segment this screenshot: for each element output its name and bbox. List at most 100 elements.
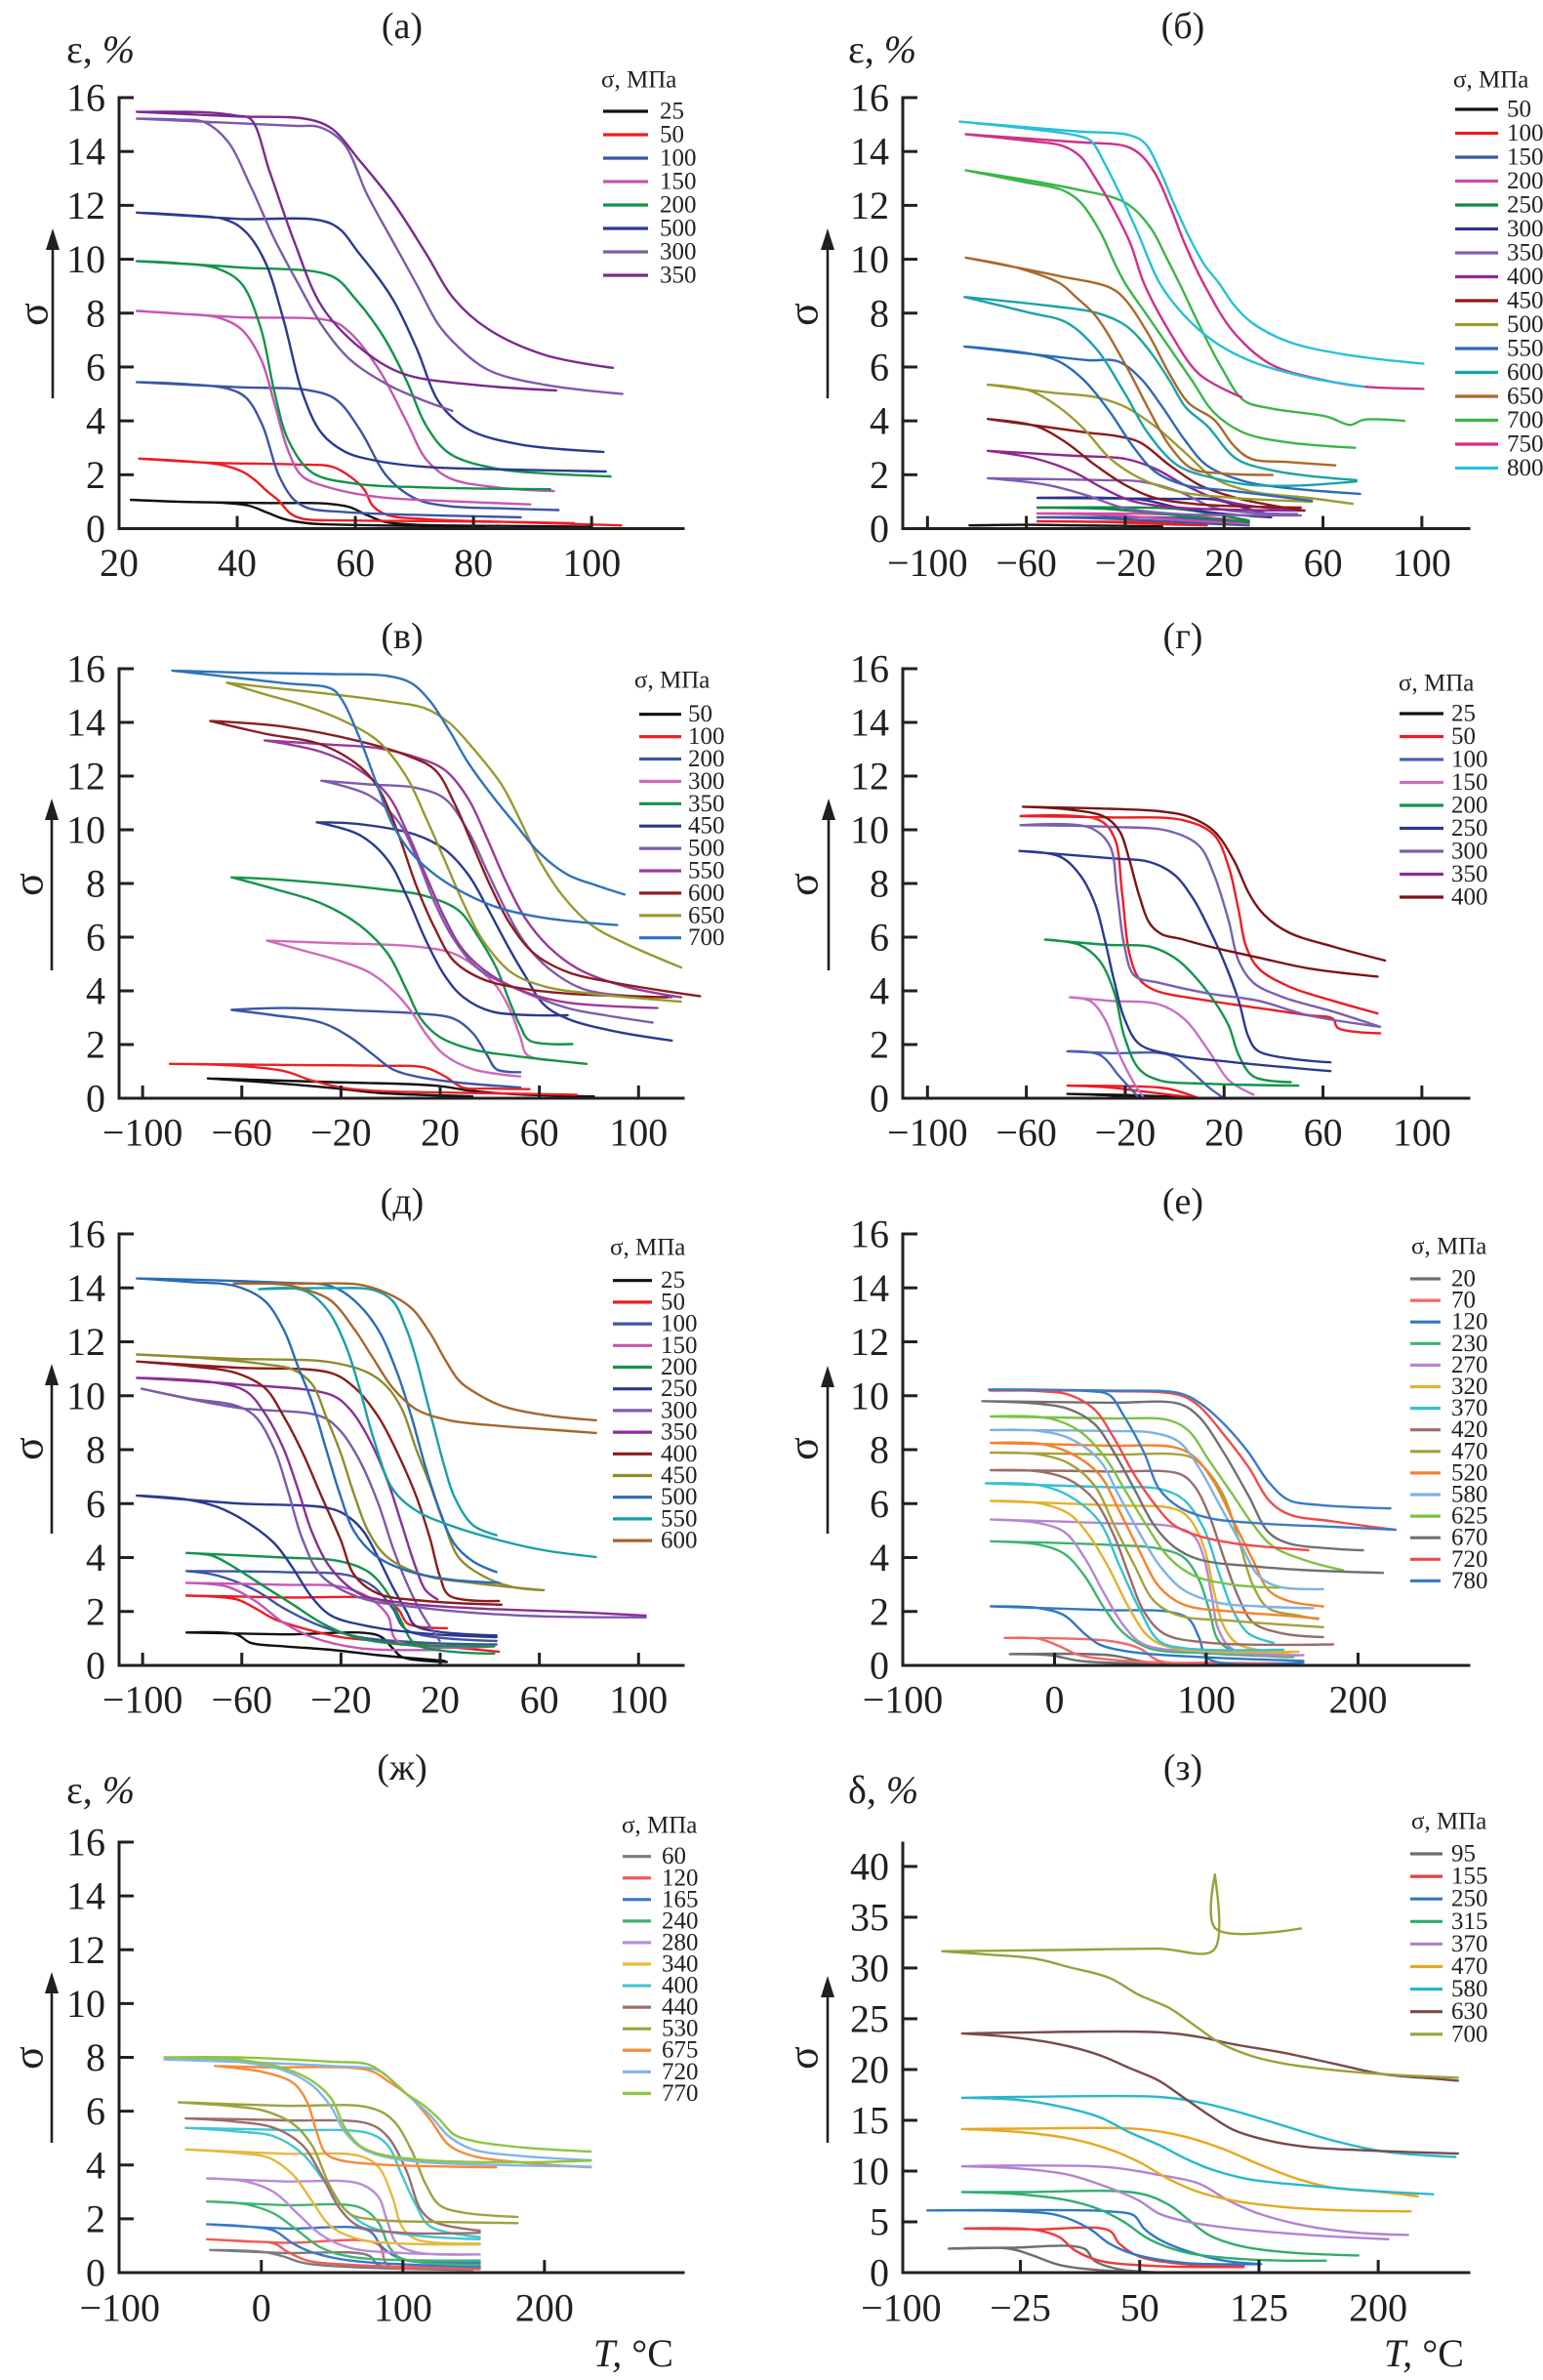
series-line-450MPa bbox=[315, 821, 673, 1043]
y-tick-label: 30 bbox=[850, 1946, 889, 1990]
legend-item: 300 bbox=[1455, 216, 1543, 242]
series-group bbox=[958, 120, 1425, 528]
legend-label: 350 bbox=[688, 791, 725, 817]
y-tick-label: 6 bbox=[870, 1482, 889, 1526]
y-tick-label: 5 bbox=[870, 2199, 889, 2243]
series-line-600MPa bbox=[209, 719, 702, 999]
series-line-240MPa bbox=[205, 2200, 481, 2267]
legend-label: 700 bbox=[1507, 407, 1543, 433]
legend-item: 770 bbox=[623, 2080, 699, 2107]
x-tick-label: 0 bbox=[1044, 1678, 1064, 1722]
legend-label: 350 bbox=[660, 263, 697, 289]
stress-direction-arrow-icon bbox=[45, 799, 59, 970]
arrow-head bbox=[45, 1972, 59, 1993]
stress-direction-arrow-icon bbox=[821, 1976, 834, 2143]
stress-direction-arrow-icon bbox=[46, 228, 60, 398]
legend-label: 50 bbox=[1507, 97, 1531, 123]
legend-label: 340 bbox=[662, 1951, 699, 1978]
legend-item: 720 bbox=[1410, 1546, 1488, 1573]
legend-item: 150 bbox=[603, 169, 697, 195]
legend-item: 250 bbox=[1455, 192, 1543, 219]
stress-direction-arrow-icon bbox=[822, 799, 835, 970]
legend-item: 165 bbox=[623, 1886, 699, 1912]
series-group bbox=[129, 110, 624, 528]
y-tick-label: 14 bbox=[66, 701, 105, 745]
y-tick-label: 14 bbox=[850, 701, 889, 745]
legend-label: 150 bbox=[1451, 769, 1488, 796]
legend-label: 450 bbox=[688, 813, 725, 840]
legend-item: 500 bbox=[639, 836, 725, 862]
x-tick-label: 20 bbox=[421, 1111, 460, 1155]
series-group bbox=[136, 1277, 647, 1663]
legend-label: 350 bbox=[661, 1419, 698, 1446]
legend-label: 250 bbox=[1451, 1886, 1488, 1912]
y-tick-label: 0 bbox=[870, 1077, 889, 1121]
legend-label: 670 bbox=[1451, 1525, 1488, 1551]
series-line-50MPa bbox=[138, 457, 623, 527]
legend-label: 270 bbox=[1451, 1352, 1488, 1378]
series-line-420MPa bbox=[990, 1468, 1335, 1647]
legend-label: 320 bbox=[1451, 1374, 1488, 1400]
x-tick-label: −60 bbox=[995, 541, 1057, 585]
y-tick-label: 16 bbox=[850, 76, 889, 120]
y-tick-label: 16 bbox=[66, 1212, 105, 1256]
legend-label: 250 bbox=[1507, 192, 1543, 219]
series-line-400MPa bbox=[1021, 805, 1387, 978]
series-line-500MPa bbox=[136, 1277, 501, 1584]
legend-label: 440 bbox=[662, 1994, 699, 2021]
series-line-700MPa bbox=[941, 1873, 1459, 2079]
y-tick-label: 10 bbox=[850, 1374, 889, 1417]
legend-item: 650 bbox=[639, 902, 725, 928]
legend-label: 550 bbox=[688, 858, 725, 884]
series-line-450MPa bbox=[986, 418, 1305, 513]
legend-label: 300 bbox=[1507, 216, 1543, 242]
legend-item: 550 bbox=[613, 1505, 698, 1532]
legend-item: 100 bbox=[639, 723, 725, 750]
y-tick-label: 14 bbox=[66, 130, 105, 174]
y-tick-label: 12 bbox=[850, 184, 889, 227]
y-tick-label: 12 bbox=[66, 1320, 105, 1364]
arrow-head bbox=[821, 1366, 834, 1387]
legend-item: 450 bbox=[613, 1462, 698, 1489]
stress-side-label: σ bbox=[5, 2046, 53, 2070]
y-tick-label: 12 bbox=[66, 755, 105, 799]
legend-label: 315 bbox=[1451, 1908, 1488, 1935]
y-tick-label: 2 bbox=[870, 453, 889, 497]
legend-item: 230 bbox=[1410, 1331, 1488, 1357]
series-line-120MPa bbox=[205, 2237, 481, 2271]
legend-label: 100 bbox=[1451, 747, 1488, 773]
legend-label: 580 bbox=[1451, 1482, 1488, 1508]
series-line-650MPa bbox=[964, 256, 1337, 476]
x-tick-label: 100 bbox=[609, 1678, 668, 1722]
chart-panel: (б) 0 2 4 6 8 10 12 14 16 −100 −60 −20 20 60 100 ε, % σ σ, … bbox=[780, 6, 1543, 585]
legend-item: 250 bbox=[1410, 1886, 1488, 1912]
series-group bbox=[925, 1873, 1459, 2275]
legend-label: 550 bbox=[661, 1505, 698, 1532]
x-tick-label: 0 bbox=[252, 2286, 271, 2330]
legend-label: 25 bbox=[661, 1267, 685, 1293]
y-tick-label: 6 bbox=[86, 345, 105, 389]
legend-label: 500 bbox=[660, 216, 697, 242]
legend-label: 470 bbox=[1451, 1438, 1488, 1464]
legend-label: 25 bbox=[660, 99, 684, 125]
y-tick-label: 16 bbox=[66, 647, 105, 691]
y-tick-label: 8 bbox=[870, 1428, 889, 1472]
x-tick-label: −60 bbox=[995, 1111, 1057, 1155]
legend-item: 350 bbox=[639, 791, 725, 817]
legend-label: 230 bbox=[1451, 1331, 1488, 1357]
y-tick-label: 10 bbox=[66, 1982, 105, 2026]
y-axis-title: ε,% bbox=[848, 27, 916, 71]
legend-item: 70 bbox=[1410, 1288, 1476, 1314]
legend-item: 20 bbox=[1410, 1266, 1476, 1293]
x-tick-label: −100 bbox=[861, 2286, 942, 2330]
x-tick-label: 20 bbox=[100, 541, 139, 585]
series-group bbox=[168, 669, 702, 1098]
legend-item: 670 bbox=[1410, 1525, 1488, 1551]
series-line-320MPa bbox=[990, 1499, 1300, 1655]
legend-item: 350 bbox=[613, 1419, 698, 1446]
arrow-head bbox=[821, 1976, 834, 1997]
x-tick-label: −100 bbox=[887, 541, 968, 585]
legend-title: σ, МПа bbox=[1411, 1234, 1486, 1260]
y-tick-label: 0 bbox=[86, 507, 105, 551]
legend-label: 420 bbox=[1451, 1416, 1488, 1443]
